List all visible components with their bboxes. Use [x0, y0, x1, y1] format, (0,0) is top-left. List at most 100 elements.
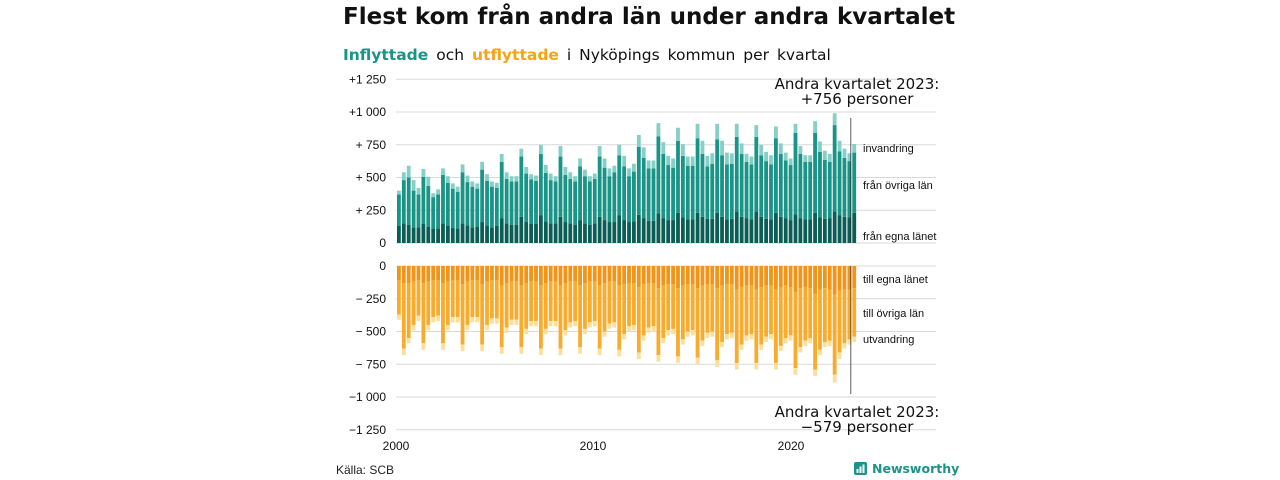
bar-in-egna: [700, 216, 705, 243]
bar-out-ovriga: [852, 288, 857, 337]
bar-out-egna: [671, 266, 675, 285]
bar-out-utvandring: [480, 344, 485, 352]
bar-in-ovriga: [793, 132, 798, 215]
bar-out-egna: [695, 266, 700, 289]
bar-out-egna: [607, 266, 612, 282]
bar-out-utvandring: [597, 348, 602, 356]
bar-in-egna: [671, 220, 675, 243]
bar-in-invandring: [783, 152, 788, 161]
bar-in-ovriga: [426, 186, 431, 227]
bar-in-egna: [793, 214, 798, 243]
bar-in-ovriga: [788, 165, 793, 221]
bar-in-invandring: [534, 175, 538, 181]
bar-out-egna: [475, 266, 480, 281]
bar-out-egna: [583, 266, 587, 284]
bar-in-egna: [475, 226, 480, 243]
bar-in-ovriga: [490, 186, 494, 228]
bar-in-ovriga: [421, 176, 426, 225]
bar-in-invandring: [529, 174, 534, 180]
bar-in-ovriga: [769, 164, 773, 220]
bar-out-ovriga: [548, 281, 553, 322]
bar-out-ovriga: [646, 283, 651, 328]
bar-in-ovriga: [661, 153, 666, 219]
bar-out-egna: [842, 266, 847, 290]
bar-out-egna: [715, 266, 720, 289]
bar-out-ovriga: [793, 292, 798, 369]
bar-in-invandring: [729, 153, 734, 164]
bar-in-ovriga: [729, 163, 734, 219]
bar-in-invandring: [416, 187, 421, 195]
bar-out-ovriga: [778, 286, 783, 346]
bar-in-invandring: [818, 141, 822, 152]
bar-in-invandring: [627, 168, 631, 177]
bar-out-utvandring: [509, 319, 514, 325]
bar-in-invandring: [852, 143, 857, 153]
bar-out-egna: [764, 266, 769, 286]
bar-in-egna: [553, 223, 558, 243]
bar-out-utvandring: [705, 332, 710, 339]
bar-in-egna: [568, 223, 573, 243]
bar-in-invandring: [436, 189, 440, 195]
bar-out-utvandring: [617, 349, 622, 357]
bar-in-invandring: [710, 153, 715, 164]
bar-in-ovriga: [783, 160, 788, 219]
bar-in-invandring: [578, 158, 582, 167]
bar-in-ovriga: [822, 159, 827, 219]
bar-out-egna: [519, 266, 524, 286]
bar-in-invandring: [543, 165, 548, 173]
bar-in-invandring: [602, 158, 607, 168]
bar-out-ovriga: [754, 289, 759, 363]
bar-in-egna: [832, 211, 837, 243]
bar-in-ovriga: [397, 194, 401, 226]
bar-out-utvandring: [710, 331, 715, 337]
bar-in-invandring: [450, 183, 455, 189]
bar-in-ovriga: [602, 167, 607, 221]
bar-out-utvandring: [661, 338, 666, 344]
bar-out-egna: [480, 266, 485, 285]
bar-in-egna: [436, 228, 440, 243]
bar-out-utvandring: [627, 326, 631, 332]
bar-in-ovriga: [847, 161, 852, 218]
bar-out-utvandring: [671, 328, 675, 335]
bar-out-ovriga: [553, 281, 558, 322]
bar-out-egna: [529, 266, 534, 282]
bar-out-egna: [563, 266, 568, 284]
bar-out-egna: [499, 266, 504, 286]
bar-in-ovriga: [685, 165, 690, 220]
bar-in-ovriga: [690, 165, 695, 220]
bar-in-ovriga: [818, 151, 822, 218]
subtitle-rest: i Nyköpings kommun per kvartal: [566, 46, 831, 64]
bar-out-egna: [534, 266, 538, 282]
bar-out-egna: [568, 266, 573, 282]
bar-in-invandring: [680, 144, 685, 156]
brand-name: Newsworthy: [872, 461, 960, 476]
bar-in-ovriga: [641, 157, 646, 219]
bar-in-egna: [470, 227, 475, 243]
bar-out-ovriga: [715, 288, 720, 361]
bar-out-utvandring: [406, 338, 411, 344]
bar-out-utvandring: [798, 347, 803, 353]
top-y-tick-label: +1 250: [349, 72, 386, 86]
bar-out-utvandring: [490, 318, 494, 324]
bar-out-utvandring: [739, 344, 744, 350]
bar-out-ovriga: [431, 280, 436, 318]
bar-out-utvandring: [421, 343, 426, 350]
bar-out-ovriga: [416, 280, 421, 316]
bar-in-ovriga: [700, 153, 705, 217]
bar-in-egna: [416, 227, 421, 243]
bar-out-utvandring: [680, 339, 685, 345]
bar-out-ovriga: [808, 288, 813, 339]
bar-in-egna: [651, 220, 656, 243]
bar-out-ovriga: [587, 281, 592, 323]
bar-in-egna: [524, 222, 529, 243]
bar-in-egna: [607, 222, 612, 243]
bar-in-ovriga: [401, 180, 406, 224]
bar-out-egna: [646, 266, 651, 284]
bar-in-ovriga: [725, 164, 729, 220]
bar-out-ovriga: [397, 280, 401, 315]
bar-out-utvandring: [749, 334, 754, 340]
bar-out-egna: [578, 266, 582, 286]
bar-in-egna: [538, 215, 543, 243]
bar-out-egna: [490, 266, 494, 281]
bar-in-ovriga: [749, 164, 754, 220]
